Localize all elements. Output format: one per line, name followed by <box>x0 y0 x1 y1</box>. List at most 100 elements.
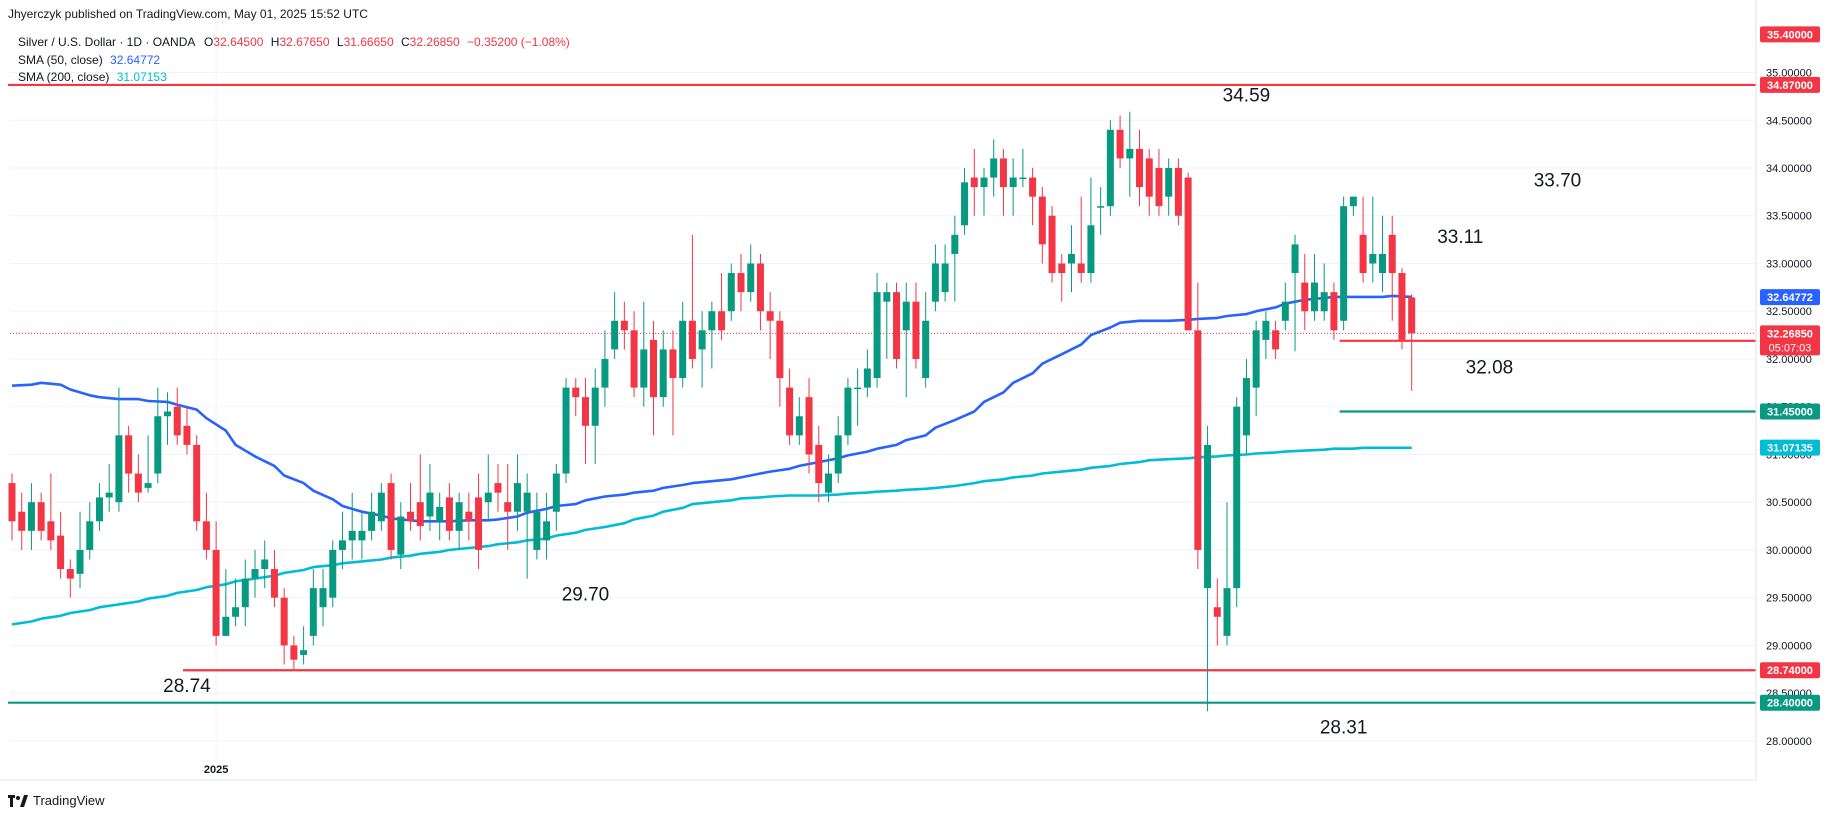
legend-sma200-row[interactable]: SMA (200, close) 31.07153 <box>18 69 570 87</box>
candle-body <box>1155 168 1163 207</box>
legend-sma50-row[interactable]: SMA (50, close) 32.64772 <box>18 52 570 70</box>
candle <box>173 387 181 445</box>
candle-body <box>650 339 658 398</box>
candle <box>1097 187 1105 235</box>
candle-body <box>261 559 269 570</box>
candle-body <box>1087 225 1095 274</box>
candle-body <box>348 530 356 541</box>
candle <box>134 454 142 503</box>
candle-body <box>815 444 823 484</box>
annotation-label: 28.31 <box>1320 717 1368 738</box>
candle <box>494 464 502 512</box>
candle <box>183 406 191 455</box>
price-tag: 35.40000 <box>1760 26 1820 43</box>
candle <box>1340 196 1348 331</box>
sma200-value: 31.07153 <box>116 70 167 84</box>
candle <box>1388 215 1396 321</box>
annotation-label: 33.70 <box>1534 171 1582 192</box>
candle <box>164 392 172 445</box>
candle-body <box>708 311 716 331</box>
candle <box>105 464 113 512</box>
candle <box>999 148 1007 216</box>
candle-body <box>922 320 930 379</box>
candle <box>922 292 930 388</box>
candle-body <box>1349 196 1357 207</box>
candle-body <box>1320 292 1328 312</box>
candle <box>1330 282 1338 340</box>
candle-body <box>193 444 201 522</box>
candle <box>1281 282 1289 331</box>
candle <box>815 425 823 503</box>
candle <box>66 559 74 598</box>
candle <box>543 492 551 560</box>
candle-body <box>436 506 444 522</box>
level-price-tag: 31.45000 <box>1760 403 1820 420</box>
candle <box>893 282 901 369</box>
candle <box>931 244 939 312</box>
tradingview-footer[interactable]: TradingView <box>8 793 105 808</box>
ohlc-open: O32.64500 <box>204 35 263 49</box>
candle-body <box>834 435 842 474</box>
candle-body <box>1398 273 1406 340</box>
price-tag-bg <box>1760 662 1820 679</box>
candle-body <box>747 263 755 293</box>
candle <box>290 635 298 671</box>
ohlc-open-key: O <box>204 35 214 49</box>
price-tag-bg <box>1760 26 1820 43</box>
candle-body <box>416 502 424 527</box>
candle <box>1213 578 1221 646</box>
price-tag-text: 28.40000 <box>1767 698 1813 710</box>
candle <box>824 454 832 503</box>
price-tick-label: 33.50000 <box>1766 211 1812 223</box>
candle-body <box>475 497 483 550</box>
symbol-title[interactable]: Silver / U.S. Dollar · 1D · OANDA <box>18 35 195 49</box>
candle <box>27 483 35 550</box>
candle-body <box>961 182 969 226</box>
candle <box>572 378 580 417</box>
candle <box>970 148 978 216</box>
candle <box>455 492 463 550</box>
candle <box>319 569 327 627</box>
candle-body <box>591 387 599 426</box>
candle-body <box>1388 234 1396 274</box>
candle-body <box>1165 168 1173 197</box>
candle <box>212 521 220 646</box>
candle-body <box>202 521 210 550</box>
candle <box>1272 320 1280 359</box>
candle <box>766 292 774 359</box>
price-axis: 28.0000028.5000029.0000029.5000030.00000… <box>1755 0 1820 780</box>
candle-body <box>66 569 74 579</box>
candle-body <box>377 492 385 522</box>
price-tick-label: 30.50000 <box>1766 497 1812 509</box>
candle <box>1136 129 1144 207</box>
price-tick-label: 32.00000 <box>1766 354 1812 366</box>
candle-body <box>824 473 832 493</box>
candle-body <box>407 511 415 522</box>
candle <box>1116 115 1124 168</box>
candle-body <box>1126 148 1134 159</box>
price-tag-bg <box>1760 76 1820 93</box>
candle-body <box>105 492 113 498</box>
price-tick-label: 35.00000 <box>1766 68 1812 80</box>
candle <box>1145 148 1153 216</box>
candle-body <box>494 483 502 493</box>
candle-body <box>1097 206 1105 208</box>
candle-body <box>990 158 998 178</box>
candle <box>202 492 210 560</box>
candle <box>1194 282 1202 570</box>
candle-body <box>718 311 726 331</box>
candle-body <box>465 511 473 522</box>
candle-body <box>338 540 346 550</box>
candle-body <box>47 521 55 541</box>
candle <box>1320 263 1328 321</box>
candle-body <box>1174 168 1182 216</box>
candle-body <box>95 497 103 522</box>
candle <box>222 569 230 636</box>
candle-body <box>300 650 308 655</box>
candle <box>902 282 910 398</box>
annotation-label: 32.08 <box>1466 357 1514 378</box>
price-tag: 31.07135 <box>1760 439 1820 456</box>
candle <box>300 626 308 665</box>
tradingview-logo-icon <box>8 794 28 807</box>
